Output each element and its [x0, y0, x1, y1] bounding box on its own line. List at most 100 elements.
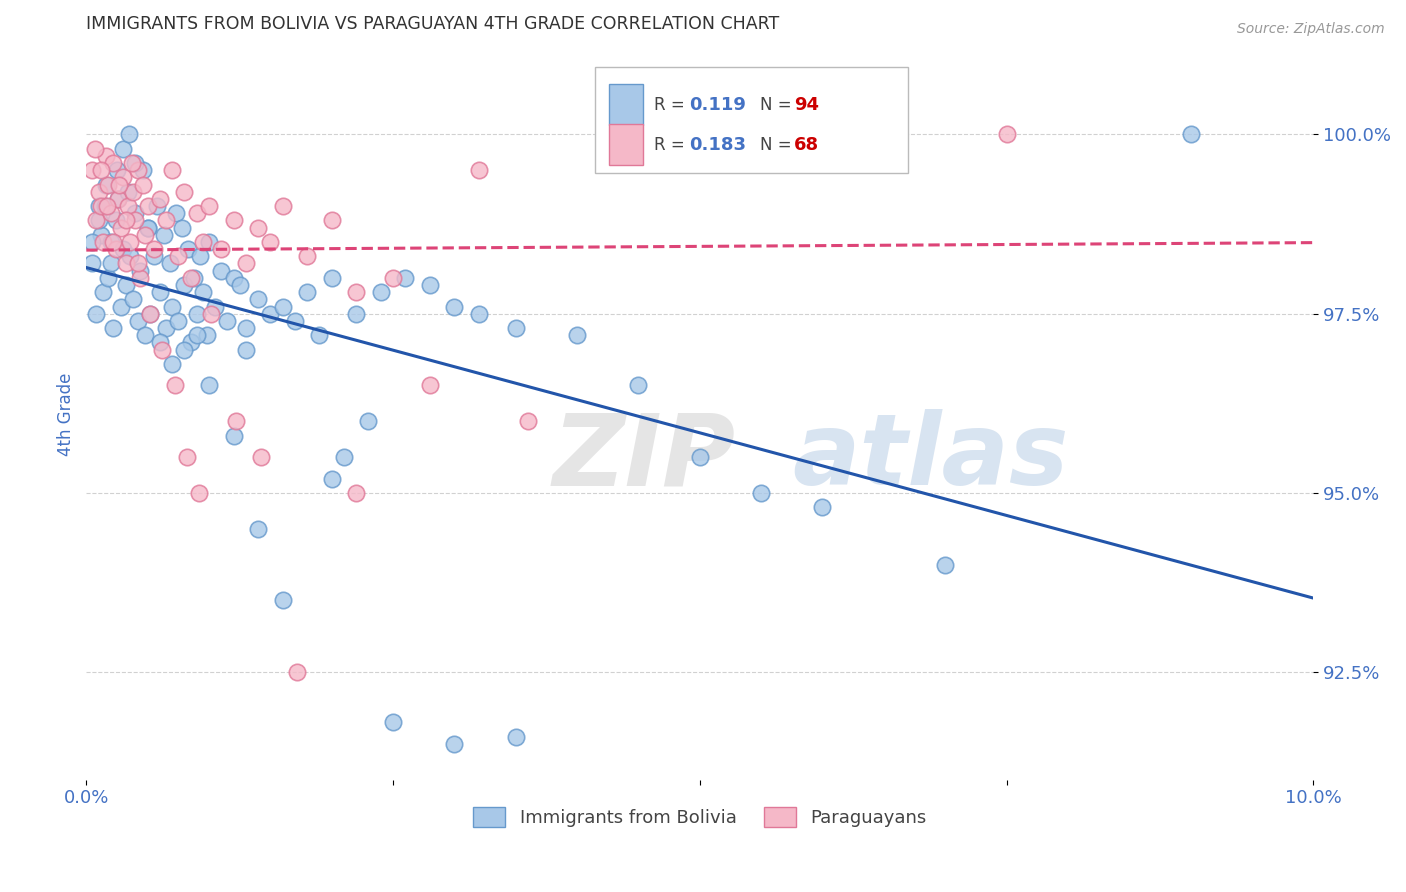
- Point: [100, 256, 122, 270]
- Point: [107, 192, 129, 206]
- Point: [259, 235, 281, 249]
- Point: [180, 335, 202, 350]
- Point: [995, 128, 1018, 142]
- Point: [122, 185, 145, 199]
- Point: [222, 213, 245, 227]
- Point: [163, 378, 186, 392]
- Point: [114, 278, 136, 293]
- Point: [209, 242, 232, 256]
- Point: [90, 199, 112, 213]
- Point: [104, 242, 127, 256]
- Point: [198, 378, 221, 392]
- Point: [93, 199, 115, 213]
- Text: N =: N =: [759, 136, 797, 154]
- Point: [87, 185, 110, 199]
- Text: 0.119: 0.119: [689, 95, 745, 114]
- Point: [96, 199, 118, 213]
- Point: [209, 263, 232, 277]
- Point: [517, 414, 540, 428]
- Point: [127, 256, 149, 270]
- Point: [84, 307, 107, 321]
- Point: [134, 328, 156, 343]
- Point: [177, 242, 200, 256]
- Point: [468, 307, 491, 321]
- Text: N =: N =: [759, 95, 797, 114]
- Point: [82, 256, 104, 270]
- Point: [1180, 128, 1202, 142]
- Point: [93, 235, 115, 249]
- Point: [308, 328, 330, 343]
- Point: [183, 270, 205, 285]
- Point: [108, 178, 131, 192]
- Point: [186, 307, 208, 321]
- Point: [136, 220, 159, 235]
- Point: [198, 235, 221, 249]
- Text: 94: 94: [794, 95, 820, 114]
- Point: [110, 300, 132, 314]
- Point: [132, 163, 155, 178]
- Legend: Immigrants from Bolivia, Paraguayans: Immigrants from Bolivia, Paraguayans: [464, 797, 936, 837]
- Point: [191, 235, 214, 249]
- Point: [155, 321, 177, 335]
- Point: [129, 270, 152, 285]
- Point: [114, 213, 136, 227]
- Point: [173, 278, 195, 293]
- Point: [136, 199, 159, 213]
- Point: [627, 128, 650, 142]
- Point: [173, 185, 195, 199]
- Point: [142, 249, 165, 263]
- Text: R =: R =: [654, 136, 690, 154]
- Point: [235, 321, 257, 335]
- Point: [150, 343, 173, 357]
- Point: [155, 213, 177, 227]
- Point: [105, 163, 128, 178]
- Point: [134, 227, 156, 242]
- Point: [295, 249, 318, 263]
- Text: 0.183: 0.183: [689, 136, 745, 154]
- Point: [167, 249, 190, 263]
- Text: Source: ZipAtlas.com: Source: ZipAtlas.com: [1237, 22, 1385, 37]
- Point: [103, 321, 125, 335]
- Point: [934, 558, 956, 572]
- Point: [271, 300, 294, 314]
- Text: ZIP: ZIP: [553, 409, 735, 507]
- Point: [190, 249, 212, 263]
- Point: [114, 256, 136, 270]
- Point: [87, 213, 110, 227]
- Point: [112, 170, 135, 185]
- Point: [204, 300, 226, 314]
- Point: [112, 242, 135, 256]
- Point: [122, 293, 145, 307]
- Point: [344, 285, 367, 300]
- Point: [104, 213, 127, 227]
- Point: [160, 163, 183, 178]
- Point: [749, 128, 772, 142]
- Point: [176, 450, 198, 464]
- Point: [344, 486, 367, 500]
- Point: [180, 270, 202, 285]
- Point: [121, 156, 143, 170]
- Point: [160, 300, 183, 314]
- Point: [110, 220, 132, 235]
- Point: [321, 270, 343, 285]
- Point: [152, 227, 174, 242]
- Point: [146, 199, 169, 213]
- Point: [159, 256, 181, 270]
- Point: [191, 285, 214, 300]
- Point: [173, 343, 195, 357]
- Point: [565, 328, 588, 343]
- Point: [627, 378, 650, 392]
- Point: [186, 206, 208, 220]
- Point: [97, 178, 120, 192]
- Point: [284, 314, 307, 328]
- Point: [186, 328, 208, 343]
- Point: [93, 285, 115, 300]
- Point: [127, 314, 149, 328]
- Point: [468, 163, 491, 178]
- Point: [90, 227, 112, 242]
- Point: [344, 307, 367, 321]
- Point: [84, 213, 107, 227]
- Point: [443, 737, 465, 751]
- Point: [139, 307, 162, 321]
- Point: [90, 163, 112, 178]
